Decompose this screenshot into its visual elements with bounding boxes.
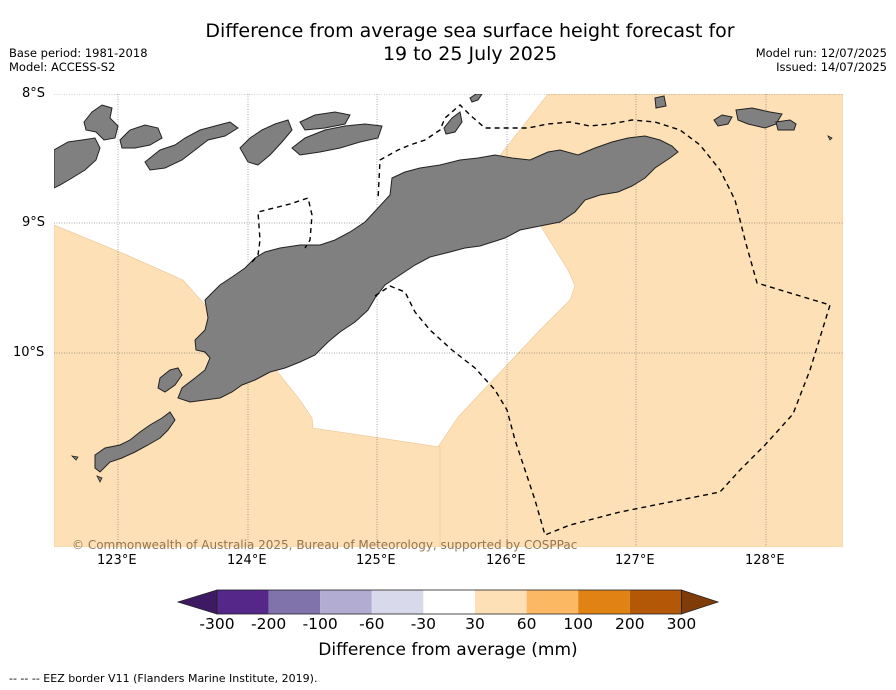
- lon-label-123e: 123°E: [97, 553, 137, 568]
- lat-label-9s: 9°S: [22, 215, 46, 230]
- ndao-islet: [70, 455, 79, 461]
- title-line-1: Difference from average sea surface heig…: [205, 20, 735, 42]
- colorbar-tick-neg100: -100: [302, 615, 338, 633]
- colorbar-tick-neg300: -300: [199, 615, 235, 633]
- colorbar: [176, 589, 720, 615]
- colorbar-tick-30: 30: [465, 615, 485, 633]
- lon-label-127e: 127°E: [615, 553, 655, 568]
- eez-footnote: -- -- -- EEZ border V11 (Flanders Marine…: [9, 672, 318, 685]
- timor-island: [177, 135, 679, 403]
- semau-island: [157, 367, 183, 393]
- colorbar-extend-low: [176, 589, 218, 615]
- colorbar-bin-5: [423, 590, 475, 614]
- pantar-island: [119, 124, 163, 149]
- run-info: Model run: 12/07/2025 Issued: 14/07/2025: [756, 46, 887, 74]
- pura-island: [299, 111, 351, 131]
- lembata-island: [54, 137, 101, 189]
- map-title: Difference from average sea surface heig…: [160, 20, 780, 66]
- colorbar-bin-7: [526, 590, 579, 614]
- alor-island: [239, 119, 293, 166]
- colorbar-tick-100: 100: [563, 615, 593, 633]
- anomaly-region-southwest: [54, 224, 441, 547]
- colorbar-tick-neg60: -60: [359, 615, 385, 633]
- wetar-west-islet: [443, 111, 463, 135]
- romang-islet: [654, 95, 667, 109]
- copyright-notice: © Commonwealth of Australia 2025, Bureau…: [72, 538, 578, 552]
- lat-label-8s: 8°S: [22, 86, 46, 101]
- lon-label-125e: 125°E: [356, 553, 396, 568]
- colorbar-tick-60: 60: [516, 615, 537, 633]
- leti-island: [713, 114, 733, 127]
- colorbar-bin-8: [578, 590, 630, 614]
- alor-west-island: [144, 121, 239, 171]
- colorbar-tick-neg200: -200: [251, 615, 287, 633]
- model-info: Base period: 1981-2018 Model: ACCESS-S2: [9, 46, 148, 74]
- colorbar-bin-1: [217, 590, 269, 614]
- lat-label-10s: 10°S: [13, 345, 45, 360]
- colorbar-tick-neg30: -30: [410, 615, 437, 633]
- lon-label-126e: 126°E: [486, 553, 526, 568]
- colorbar-bin-3: [320, 590, 372, 614]
- pantar-west-island: [83, 104, 119, 141]
- colorbar-bin-4: [371, 590, 424, 614]
- colorbar-bin-6: [475, 590, 527, 614]
- eez-border: [251, 104, 831, 536]
- atauro-north-island: [291, 123, 383, 156]
- model-run: Model run: 12/07/2025: [755, 46, 887, 60]
- wetar-islet: [469, 94, 483, 103]
- kisar-island: [827, 135, 833, 141]
- lakor-island: [775, 119, 797, 131]
- rote-island: [94, 411, 176, 473]
- model-name: Model: ACCESS-S2: [9, 60, 116, 74]
- lon-label-124e: 124°E: [227, 553, 267, 568]
- colorbar-bin-2: [268, 590, 321, 614]
- issued-date: Issued: 14/07/2025: [776, 60, 887, 74]
- lon-label-128e: 128°E: [745, 553, 785, 568]
- colorbar-bin-9: [629, 590, 682, 614]
- colorbar-extend-high: [681, 589, 720, 615]
- colorbar-tick-200: 200: [615, 615, 645, 633]
- base-period: Base period: 1981-2018: [9, 46, 148, 60]
- ndao-islet-2: [96, 475, 103, 483]
- colorbar-tick-300: 300: [666, 615, 697, 633]
- colorbar-frame: [216, 589, 682, 615]
- colorbar-title: Difference from average (mm): [318, 640, 578, 660]
- title-line-2: 19 to 25 July 2025: [382, 43, 558, 65]
